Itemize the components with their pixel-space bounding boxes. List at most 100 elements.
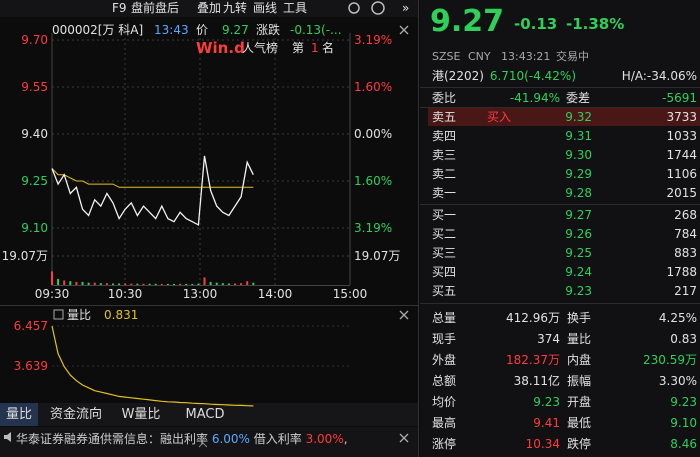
stat-label: 最低 [567,416,592,430]
order-price: 9.32 [565,110,592,124]
order-price: 9.29 [565,167,592,181]
stat-value: 9.23 [533,395,560,409]
stat-value: 230.59万 [643,353,697,367]
stat-label: 总额 [432,374,457,388]
header-price: 9.27 [222,23,249,37]
y-tick-label: 9.25 [21,174,48,188]
toolbar-item[interactable]: F9 [112,1,127,15]
active-tab-bg [0,403,38,426]
tab-bar-bg [0,403,418,426]
stat-value: 9.23 [670,395,697,409]
toolbar-item[interactable]: 盘前盘后 [131,1,180,15]
stat-label: 换手 [567,311,592,325]
y-tick-label: 9.10 [21,221,48,235]
time-label: 10:30 [107,287,143,301]
volume-bar [148,283,151,285]
y-tick-label: 9.70 [21,33,48,47]
tab[interactable]: 资金流向 [49,407,102,422]
price-line [51,155,254,226]
help-icon-ring[interactable] [371,1,385,15]
order-label: 买二 [432,227,457,241]
tab[interactable]: 量比 [5,407,32,422]
stat-value: 10.34 [525,437,560,451]
ticker-bg [0,427,418,457]
tab[interactable]: W量比 [121,407,161,422]
rank-suffix: 名 [322,41,335,55]
average-line [51,168,254,188]
stat-value: 0.83 [670,332,697,346]
order-label: 卖五 [432,110,457,124]
order-volume: 1788 [666,265,697,279]
brand: Win.d [196,39,245,57]
order-label: 买一 [432,208,457,222]
volume-bar [130,283,133,285]
help-icon[interactable] [371,1,385,15]
toolbar-item[interactable]: 工具 [283,1,308,15]
ratio-line [51,325,254,407]
volume-bar [160,283,163,285]
ticker-part: 6.00% [211,432,250,446]
stat-label: 均价 [432,395,457,409]
toolbar-bg [0,0,418,17]
price-label: 价 [196,23,209,37]
hk-label: 港(2202) [432,69,484,83]
volume-tick-label: 19.07万 [354,249,401,263]
settings-icon[interactable] [348,2,360,14]
toolbar-item[interactable]: 九转 [223,1,248,15]
volume-bar [99,283,102,285]
order-label: 卖四 [432,129,457,143]
stat-value: 374 [537,332,560,346]
volume-bar [185,283,188,285]
order-volume: 1106 [666,167,697,181]
quote-price: 9.27 [430,4,505,39]
stat-label: 量比 [567,332,592,346]
volume-bar [166,283,169,285]
quote-info: 13:43:21 [501,50,551,63]
toolbar-item[interactable]: 画线 [253,1,278,15]
time-label: 09:30 [34,287,70,301]
settings-icon-ring[interactable] [348,2,360,14]
pct-tick-label: 3.19% [354,221,393,235]
order-volume: 3733 [666,110,697,124]
time-label: 15:00 [332,287,368,301]
order-ratio-label: 委比 [432,91,457,105]
expand-arrow[interactable] [198,442,208,448]
close-panel[interactable] [399,310,409,320]
stat-label: 内盘 [567,353,592,367]
volume-bar [124,283,127,285]
volume-bar [51,271,53,285]
tab[interactable]: MACD [185,407,225,422]
order-volume: 784 [674,227,697,241]
quote-pct: -1.38% [566,15,625,33]
volume-bar [215,282,218,285]
close-icons[interactable] [399,25,409,443]
order-price: 9.30 [565,148,592,162]
volume-bar [227,283,230,285]
close-chart[interactable] [399,25,409,35]
highlight-row [428,108,700,126]
volume-bar [57,278,60,285]
volume-bar [75,281,78,285]
order-label: 卖三 [432,148,457,162]
stock-code: 000002[万 科A] [52,23,144,37]
stat-value: 9.41 [533,416,560,430]
order-tag: 买入 [487,110,512,124]
order-price: 9.28 [565,186,592,200]
stat-value: 182.37万 [506,353,560,367]
ticker-part: 借入利率 [249,432,306,446]
speaker-icon [4,432,11,442]
order-label: 卖一 [432,186,457,200]
quote-panel-bg [420,0,700,457]
order-ratio: -41.94% [509,91,560,105]
y-tick-label: 9.40 [21,127,48,141]
toolbar-more[interactable]: » [402,1,410,15]
stat-label: 外盘 [432,353,457,367]
order-price: 9.23 [565,284,592,298]
ha-ratio: H/A:-34.06% [621,69,697,83]
ticker-part: , [343,432,348,446]
volume-bar [234,283,236,285]
toolbar-item[interactable]: 叠加 [197,1,222,15]
close-ticker[interactable] [399,433,409,443]
ratio-value: 0.831 [104,308,139,322]
